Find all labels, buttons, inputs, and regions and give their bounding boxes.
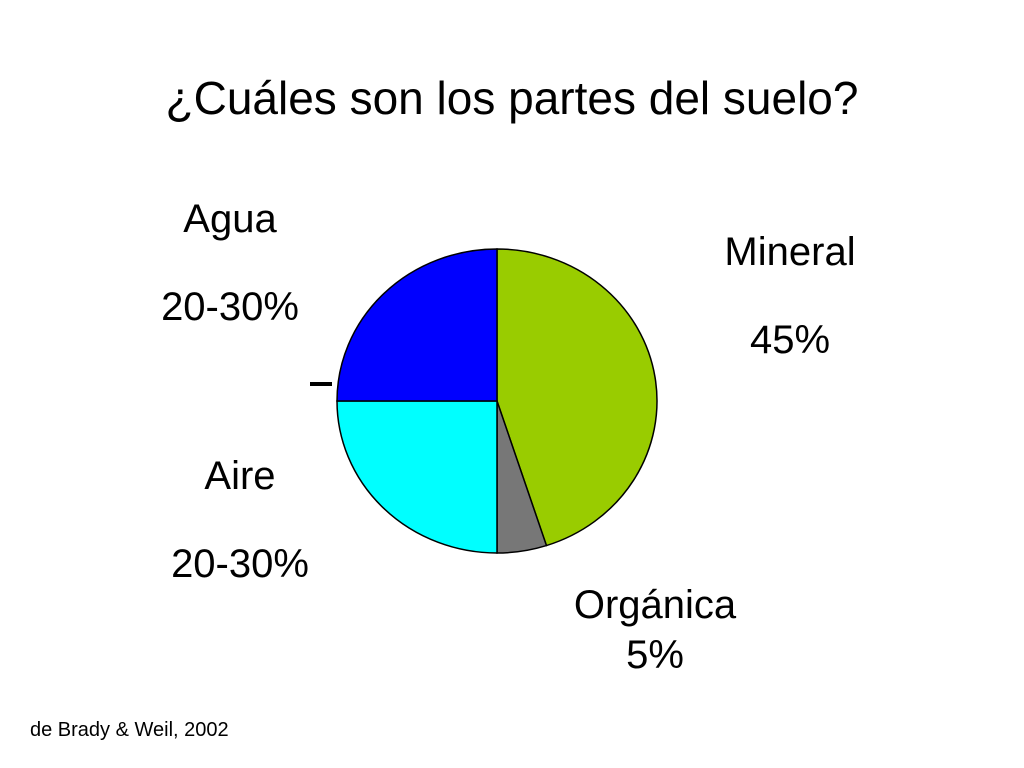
slice-value-organica: 5% [626, 633, 684, 677]
slice-value-agua: 20-30% [161, 285, 299, 329]
pie-slice-aire [336, 400, 498, 554]
slice-label-agua: Agua 20-30% [130, 195, 330, 331]
pie-slice-mineral [496, 248, 658, 547]
slice-label-mineral: Mineral 45% [690, 228, 890, 364]
slice-name-mineral: Mineral [724, 230, 856, 274]
chart-title: ¿Cuáles son los partes del suelo? [165, 72, 859, 124]
slice-name-organica: Orgánica [573, 583, 737, 627]
source-citation: de Brady & Weil, 2002 [30, 719, 229, 741]
pie-slice-agua [336, 248, 498, 402]
slice-value-mineral: 45% [749, 318, 831, 362]
slice-label-aire: Aire 20-30% [140, 452, 340, 588]
slice-label-organica: Orgánica 5% [530, 580, 780, 680]
slice-name-agua: Agua [183, 197, 277, 241]
slice-value-aire: 20-30% [171, 542, 309, 586]
slice-name-aire: Aire [204, 454, 276, 498]
